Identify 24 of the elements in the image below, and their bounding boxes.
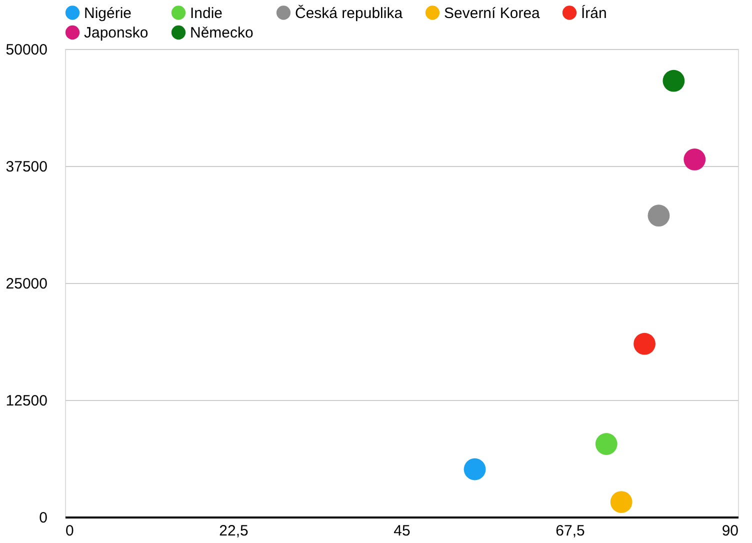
x-tick-label: 22,5 [219,522,248,540]
y-tick-label: 37500 [6,158,48,176]
legend-label: Německo [190,24,254,42]
legend-label: Severní Korea [444,4,541,22]
y-tick-label: 0 [39,510,48,526]
legend-label: Nigérie [84,4,132,22]
point [662,70,685,92]
x-tick-label: 90 [722,522,738,540]
point [464,458,486,480]
legend-label: Česká republika [295,4,404,22]
point [684,148,706,170]
legend-label: Japonsko [84,24,148,42]
point [648,204,670,227]
y-tick-label: 25000 [6,276,48,292]
y-tick-label: 12500 [6,392,48,410]
y-tick-label: 50000 [6,42,48,58]
x-tick-label: 0 [66,522,74,540]
point [610,491,632,513]
point [595,433,618,455]
legend-label: Indie [190,4,223,22]
point [634,332,656,355]
x-tick-label: 45 [394,522,410,540]
legend-label: Írán [581,4,607,22]
x-tick-label: 67,5 [556,522,585,540]
